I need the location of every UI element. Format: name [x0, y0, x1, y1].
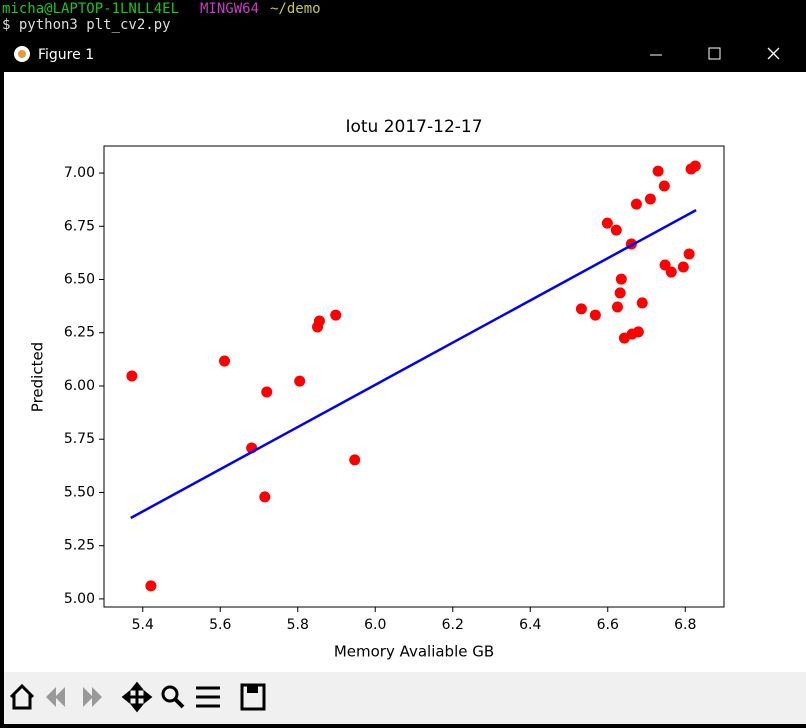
forward-button[interactable]: [83, 687, 102, 707]
prompt-env: MINGW64: [200, 1, 259, 17]
y-axis-label: Predicted: [29, 342, 47, 412]
chart-title: Iotu 2017-12-17: [345, 117, 482, 137]
scatter-point: [589, 309, 601, 321]
y-tick-label: 5.50: [64, 484, 95, 500]
save-icon-part: [247, 686, 258, 693]
pan-button[interactable]: [121, 681, 153, 713]
regression-line: [130, 208, 697, 520]
window-title: Figure 1: [38, 47, 94, 63]
x-tick-label: 5.6: [209, 617, 231, 633]
scatter-point: [614, 287, 626, 299]
y-tick-label: 7.00: [64, 165, 95, 181]
scatter-point: [683, 248, 695, 260]
prompt-dir: ~/demo: [270, 1, 321, 17]
scatter-point: [632, 326, 644, 338]
app-icon-center: [18, 50, 26, 58]
x-tick-label: 6.4: [519, 617, 541, 633]
y-tick-label: 6.00: [64, 378, 95, 394]
plot-frame: [103, 145, 725, 608]
close-button[interactable]: [767, 47, 780, 60]
scatter-point: [313, 315, 325, 327]
scatter-point: [658, 180, 670, 192]
x-tick-label: 5.8: [287, 617, 309, 633]
zoom-handle: [173, 697, 185, 709]
scatter-point: [610, 224, 622, 236]
scatter-point: [219, 355, 231, 367]
home-button[interactable]: [9, 683, 35, 710]
scatter-point: [611, 301, 623, 313]
scatter-point: [615, 273, 627, 285]
figure-canvas: [4, 72, 806, 672]
back-button[interactable]: [46, 687, 65, 707]
configure-button[interactable]: [196, 686, 220, 708]
scatter-point: [652, 165, 664, 177]
scatter-point: [126, 370, 138, 382]
x-tick-label: 6.2: [442, 617, 464, 633]
x-tick-label: 6.6: [597, 617, 619, 633]
scatter-point: [677, 261, 689, 273]
y-tick-label: 6.25: [64, 325, 95, 341]
scatter-point: [261, 386, 273, 398]
scatter-point: [630, 198, 642, 210]
scatter-point: [145, 580, 157, 592]
scatter-point: [689, 160, 701, 172]
prompt-user: micha@LAPTOP-1LNLL4EL: [2, 1, 179, 17]
maximize-button[interactable]: [708, 47, 721, 60]
scatter-point: [665, 266, 677, 278]
command: $ python3 plt_cv2.py: [2, 17, 171, 33]
save-button[interactable]: [240, 683, 266, 711]
scatter-point: [349, 454, 361, 466]
scatter-point: [601, 217, 613, 229]
scatter-point: [644, 193, 656, 205]
scatter-point: [330, 309, 342, 321]
zoom-button[interactable]: [161, 685, 179, 703]
scatter-point: [294, 375, 306, 387]
y-tick-label: 5.00: [64, 591, 95, 607]
x-tick-label: 6.8: [674, 617, 696, 633]
x-tick-label: 6.0: [364, 617, 386, 633]
y-tick-label: 5.25: [64, 538, 95, 554]
y-tick-label: 5.75: [64, 431, 95, 447]
y-tick-label: 6.75: [64, 218, 95, 234]
scatter-point: [636, 297, 648, 309]
scatter-point: [575, 303, 587, 315]
scatter-point: [259, 491, 271, 503]
x-axis-label: Memory Avaliable GB: [334, 643, 494, 661]
title-bar: [3, 37, 806, 72]
y-tick-label: 6.50: [64, 272, 95, 288]
x-tick-label: 5.4: [132, 617, 154, 633]
